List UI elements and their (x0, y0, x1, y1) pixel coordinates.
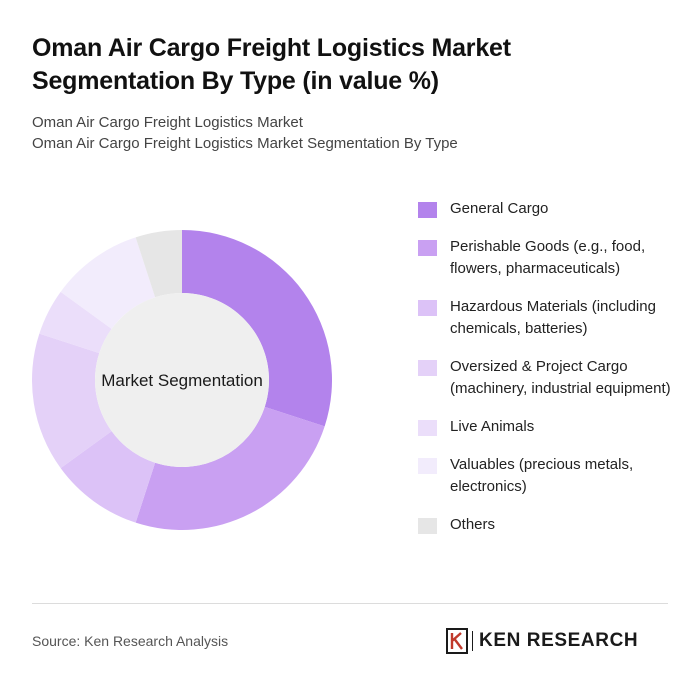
legend-item: Oversized & Project Cargo (machinery, in… (418, 356, 688, 400)
donut-slice-7 (135, 230, 182, 298)
legend-item: Perishable Goods (e.g., food, flowers, p… (418, 236, 688, 280)
legend-swatch (418, 240, 437, 256)
footer-divider (32, 603, 668, 604)
legend-label: General Cargo (450, 200, 549, 217)
brand-separator (472, 631, 473, 651)
donut-slice-5 (39, 291, 112, 354)
legend-label: Perishable Goods (e.g., food, flowers, p… (450, 238, 646, 277)
donut-slice-3 (60, 431, 156, 523)
donut-center-label: Market Segmentation (101, 371, 263, 390)
legend-item: General Cargo (418, 198, 688, 220)
legend-swatch (418, 420, 437, 436)
legend-label: Hazardous Materials (including chemicals… (450, 298, 656, 337)
chart-title: Oman Air Cargo Freight Logistics Market … (32, 34, 511, 95)
subtitle-line-1: Oman Air Cargo Freight Logistics Market (32, 114, 303, 131)
legend-label: Oversized & Project Cargo (machinery, in… (450, 358, 671, 397)
donut-slice-2 (135, 406, 325, 530)
legend-item: Live Animals (418, 416, 688, 438)
ken-research-logo-icon (446, 628, 468, 654)
brand-name: KEN RESEARCH (479, 630, 639, 651)
subtitle-line-2: Oman Air Cargo Freight Logistics Market … (32, 135, 458, 152)
legend-item: Others (418, 514, 688, 536)
legend-item: Valuables (precious metals, electronics) (418, 454, 688, 498)
source-note: Source: Ken Research Analysis (32, 633, 229, 649)
legend-swatch (418, 202, 437, 218)
brand-logo: KEN RESEARCH (446, 626, 638, 656)
legend-swatch (418, 300, 437, 316)
legend-swatch (418, 360, 437, 376)
chart-legend: General Cargo Perishable Goods (e.g., foo… (418, 198, 688, 552)
legend-swatch (418, 458, 437, 474)
legend-label: Valuables (precious metals, electronics) (450, 456, 634, 495)
legend-item: Hazardous Materials (including chemicals… (418, 296, 688, 340)
donut-slice-6 (60, 237, 156, 329)
donut-center (95, 293, 269, 467)
donut-slice-4 (32, 333, 112, 469)
legend-label: Live Animals (450, 418, 535, 435)
chart-subtitle: Oman Air Cargo Freight Logistics Market … (32, 112, 672, 154)
legend-label: Others (450, 516, 496, 533)
donut-slice-1 (182, 230, 332, 427)
donut-chart: Market Segmentation (32, 230, 332, 530)
legend-swatch (418, 518, 437, 534)
